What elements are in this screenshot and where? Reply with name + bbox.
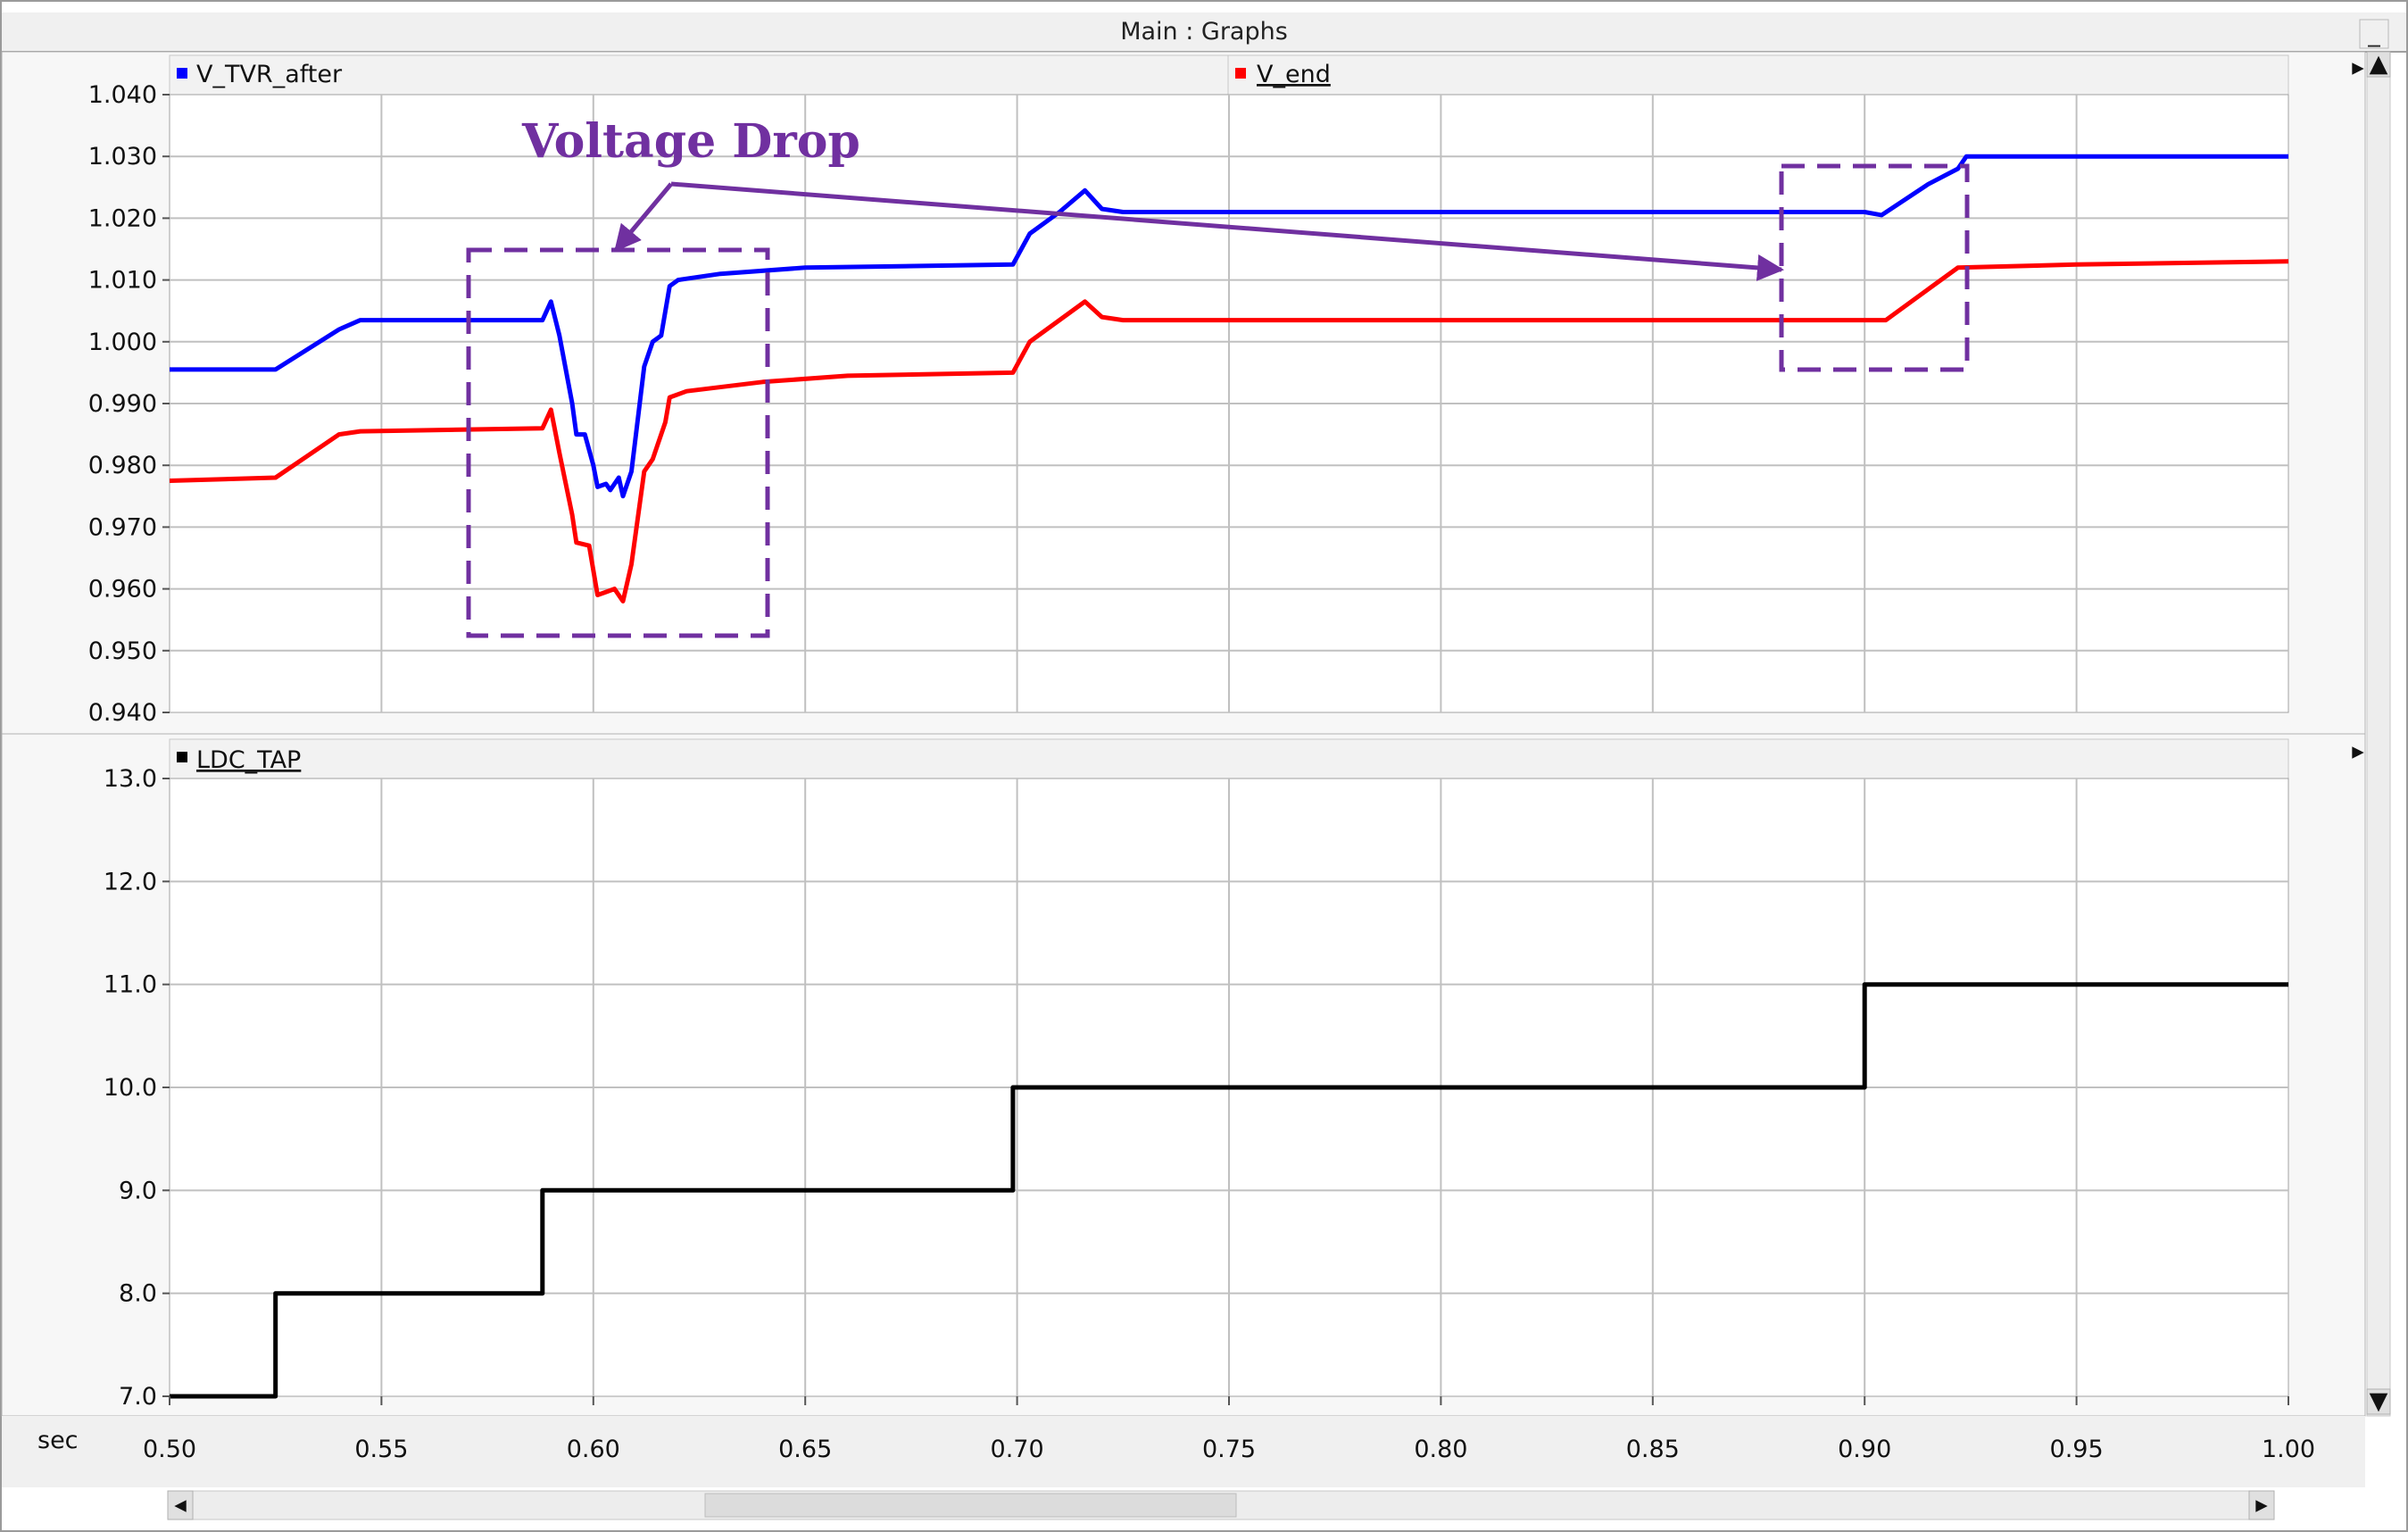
x-tick-label: 0.65 [778, 1436, 832, 1463]
scroll-down-icon: ▼ [2370, 1387, 2388, 1415]
scroll-left-button[interactable]: ◂ [167, 1490, 194, 1520]
bottom-legend-bar [169, 738, 2289, 779]
bottom-graph-panel: LDC_TAP ▸ 13.0 12.0 11.0 10.0 9.0 8.0 7.0 [1, 733, 2366, 1417]
x-axis: sec 0.50 0.55 0.60 0.65 0.70 0.75 0.80 0.85 0.90… [2, 1396, 2365, 1487]
scroll-right-button[interactable]: ▸ [2248, 1490, 2275, 1520]
x-tick-label: 0.95 [2050, 1436, 2104, 1463]
y-tick-label: 12.0 [104, 868, 157, 895]
annotation-arrow-right [670, 181, 1784, 281]
minimize-button[interactable]: _ [2359, 19, 2389, 49]
y-tick-label: 1.040 [88, 81, 157, 109]
y-tick-label: 1.010 [88, 267, 157, 295]
x-tick-label: 0.60 [567, 1436, 620, 1463]
y-tick-label: 0.970 [88, 513, 157, 541]
x-tick-label: 0.70 [991, 1436, 1044, 1463]
y-tick-label: 1.020 [88, 204, 157, 232]
top-panel-expand-icon[interactable]: ▸ [2352, 54, 2364, 81]
x-tick-label: 0.55 [354, 1436, 408, 1463]
series-line-ldc-tap [170, 982, 2288, 1399]
bottom-series-layer [170, 982, 2288, 1399]
legend-item-ldc-tap[interactable]: LDC_TAP [177, 746, 301, 774]
annotation-layer: Voltage Drop [466, 114, 1970, 638]
scroll-up-button[interactable]: ▲ [2366, 50, 2391, 78]
legend-label: V_end [1257, 61, 1331, 88]
y-tick-label: 10.0 [104, 1074, 157, 1102]
y-tick-label: 0.990 [88, 390, 157, 418]
legend-swatch [177, 752, 187, 762]
window-title: Main : Graphs [1120, 18, 1288, 46]
x-tick-label: 0.85 [1626, 1436, 1680, 1463]
minimize-icon: _ [2367, 20, 2380, 47]
x-tick-label: 0.75 [1202, 1436, 1256, 1463]
voltage-drop-box-right [1779, 163, 1970, 372]
y-tick-label: 0.950 [88, 637, 157, 665]
y-tick-label: 9.0 [119, 1177, 157, 1204]
top-y-axis: 1.040 1.030 1.020 1.010 1.000 0.990 0.980 0.970… [88, 81, 170, 727]
series-line-v-tvr-after [170, 154, 2288, 499]
legend-item-v-tvr-after[interactable]: V_TVR_after [177, 61, 343, 88]
scroll-thumb[interactable] [704, 1493, 1237, 1518]
y-tick-label: 0.940 [88, 699, 157, 727]
y-tick-label: 1.000 [88, 329, 157, 356]
x-axis-label: sec [37, 1427, 79, 1454]
bottom-panel-expand-icon[interactable]: ▸ [2352, 737, 2364, 765]
y-tick-label: 1.030 [88, 143, 157, 171]
x-tick-label: 1.00 [2262, 1436, 2315, 1463]
top-graph-panel: V_TVR_after V_end ▸ 1.040 1.030 1.020 1.010… [1, 51, 2366, 735]
y-tick-label: 13.0 [104, 765, 157, 793]
horizontal-scrollbar[interactable]: ◂ ▸ [167, 1490, 2275, 1520]
x-tick-label: 0.90 [1838, 1436, 1891, 1463]
x-tick-label: 0.50 [143, 1436, 196, 1463]
legend-label: V_TVR_after [196, 61, 343, 88]
vertical-scrollbar[interactable]: ▲ ▼ [2366, 50, 2391, 1417]
title-bar: Main : Graphs _ [2, 12, 2406, 53]
bottom-y-axis: 13.0 12.0 11.0 10.0 9.0 8.0 7.0 [104, 765, 170, 1411]
series-line-v-end [169, 259, 2289, 604]
scroll-left-icon: ◂ [174, 1491, 187, 1519]
top-series-layer [169, 154, 2289, 604]
y-tick-label: 11.0 [104, 971, 157, 999]
scroll-up-icon: ▲ [2370, 50, 2388, 78]
scroll-right-icon: ▸ [2255, 1491, 2268, 1519]
top-grid [170, 95, 2288, 712]
y-tick-label: 7.0 [119, 1383, 157, 1411]
scroll-down-button[interactable]: ▼ [2366, 1387, 2391, 1415]
top-legend-bar [169, 54, 2289, 96]
voltage-drop-label: Voltage Drop [521, 114, 860, 169]
legend-swatch [177, 68, 187, 79]
x-tick-labels: 0.50 0.55 0.60 0.65 0.70 0.75 0.80 0.85 0.90 0.95… [143, 1396, 2315, 1463]
legend-label: LDC_TAP [196, 746, 301, 774]
legend-item-v-end[interactable]: V_end [1235, 61, 1331, 88]
y-tick-label: 0.980 [88, 452, 157, 479]
y-tick-label: 0.960 [88, 576, 157, 604]
x-tick-label: 0.80 [1414, 1436, 1467, 1463]
annotation-arrow-left [614, 182, 673, 253]
legend-swatch [1235, 68, 1246, 79]
y-tick-label: 8.0 [119, 1280, 157, 1308]
